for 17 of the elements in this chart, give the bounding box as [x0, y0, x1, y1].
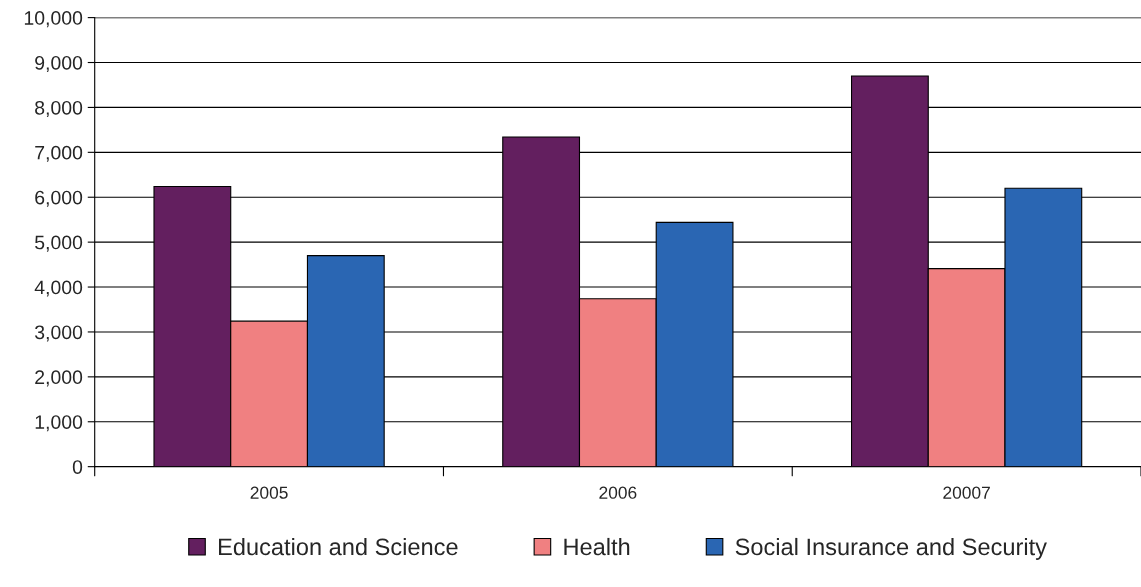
y-tick-label: 5,000 [35, 235, 83, 252]
legend-label: Social Insurance and Security [735, 537, 1047, 560]
y-tick-label: 9,000 [35, 55, 83, 73]
x-tick-label: 20007 [943, 486, 990, 499]
legend-label: Education and Science [219, 537, 458, 556]
y-tick-label: 3,000 [34, 325, 83, 342]
y-tick-label: 8,000 [35, 100, 83, 117]
x-tick-label: 2006 [599, 486, 637, 499]
legend-label: Health [564, 537, 630, 556]
y-tick-label: 7,000 [35, 145, 83, 162]
y-tick-label: 6,000 [35, 190, 83, 207]
y-tick-label: 4,000 [34, 280, 83, 297]
y-tick-label: 1,000 [35, 415, 83, 432]
x-tick-label: 2005 [250, 486, 288, 499]
y-tick-label: 10,000 [24, 11, 83, 28]
y-tick-label: 2,000 [35, 370, 83, 387]
y-tick-label: 0 [72, 460, 83, 474]
